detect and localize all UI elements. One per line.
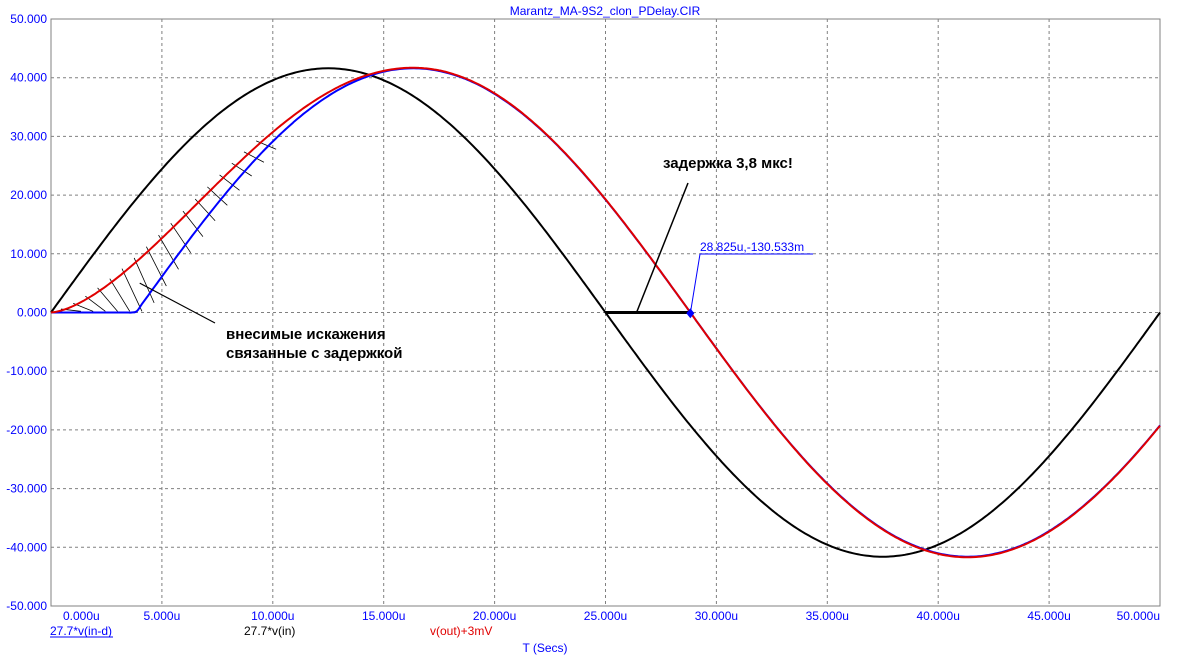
cursor-leader-line	[689, 253, 701, 314]
x-tick-label: 5.000u	[144, 609, 181, 623]
legend: 27.7*v(in-d) 27.7*v(in) v(out)+3mV	[50, 624, 492, 638]
distortion-annotation-line2: связанные с задержкой	[226, 345, 402, 362]
x-tick-label: 25.000u	[584, 609, 627, 623]
y-tick-label: -30.000	[6, 482, 47, 496]
y-tick-label: 50.000	[10, 12, 47, 26]
x-tick-label: 10.000u	[251, 609, 294, 623]
x-tick-label: 15.000u	[362, 609, 405, 623]
x-axis-ticks: 0.000u 5.000u 10.000u 15.000u 20.000u 25.000u…	[63, 609, 1160, 623]
hatch-line	[146, 246, 167, 287]
distortion-hatch	[60, 140, 277, 312]
hatch-line	[97, 287, 118, 312]
hatch-line	[158, 234, 179, 270]
x-tick-label: 40.000u	[917, 609, 960, 623]
cursor-readout: 28.825u,-130.533m	[700, 240, 804, 254]
distortion-annotation-line1: внесимые искажения	[226, 326, 386, 343]
x-tick-label: 20.000u	[473, 609, 516, 623]
grid	[51, 19, 1160, 606]
annotations: внесимые искажения связанные с задержкой…	[139, 155, 813, 362]
y-tick-label: -50.000	[6, 599, 47, 613]
legend-item-in[interactable]: 27.7*v(in)	[244, 624, 295, 638]
y-tick-label: -20.000	[6, 423, 47, 437]
cursor-marker[interactable]	[686, 308, 695, 319]
hatch-line	[256, 140, 277, 150]
x-tick-label: 30.000u	[695, 609, 738, 623]
delay-pointer-line	[635, 182, 689, 313]
y-tick-label: 30.000	[10, 129, 47, 143]
hatch-line	[121, 268, 143, 312]
y-tick-label: 20.000	[10, 188, 47, 202]
legend-item-out[interactable]: v(out)+3mV	[430, 624, 492, 638]
y-tick-label: 40.000	[10, 71, 47, 85]
x-axis-label: T (Secs)	[522, 641, 567, 655]
x-tick-label: 50.000u	[1117, 609, 1160, 623]
chart-title: Marantz_MA-9S2_clon_PDelay.CIR	[510, 4, 701, 18]
distortion-pointer-line	[139, 282, 216, 324]
legend-item-in-d[interactable]: 27.7*v(in-d)	[50, 624, 112, 638]
y-tick-label: 10.000	[10, 247, 47, 261]
x-tick-label: 35.000u	[806, 609, 849, 623]
x-tick-label: 45.000u	[1027, 609, 1070, 623]
y-tick-label: -40.000	[6, 540, 47, 554]
series-line-v-out-3mv	[50, 66, 1161, 559]
hatch-line	[170, 222, 192, 254]
delay-annotation: задержка 3,8 мкс!	[663, 155, 793, 172]
x-tick-label: 0.000u	[63, 609, 100, 623]
hatch-line	[109, 278, 131, 312]
hatch-line	[133, 257, 155, 304]
y-tick-label: -10.000	[6, 364, 47, 378]
y-axis-ticks: 50.000 40.000 30.000 20.000 10.000 0.000 -10.0…	[6, 12, 47, 613]
y-tick-label: 0.000	[17, 306, 47, 320]
